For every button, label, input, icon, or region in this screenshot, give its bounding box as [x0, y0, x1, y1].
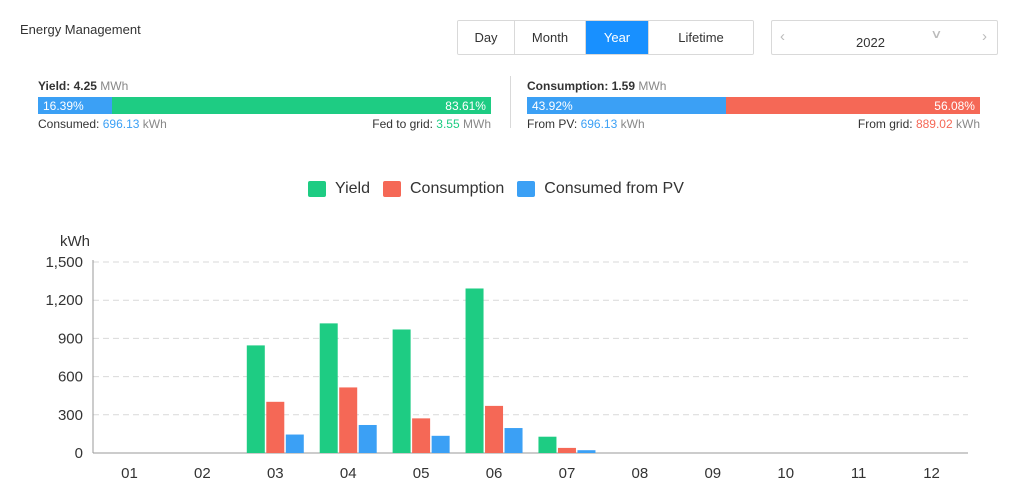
x-tick-label: 06 — [486, 465, 503, 482]
yield-unit: MWh — [100, 79, 129, 93]
consumption-grid-percent: 56.08% — [934, 98, 975, 113]
from-pv-stat: From PV: 696.13 kWh — [527, 117, 645, 131]
page-title: Energy Management — [20, 22, 141, 37]
tab-day[interactable]: Day — [458, 21, 515, 54]
legend-consumption-label: Consumption — [409, 180, 505, 197]
bar-yield-07 — [538, 436, 557, 453]
year-picker[interactable]: ‹ 2022 ∨ › — [771, 20, 998, 55]
year-value: 2022 — [856, 35, 885, 50]
fed-label: Fed to grid: — [372, 117, 433, 131]
tab-month[interactable]: Month — [515, 21, 586, 54]
bar-consumption-03 — [266, 401, 285, 453]
fed-unit: MWh — [463, 117, 491, 131]
x-tick-label: 08 — [632, 465, 649, 482]
consumption-pv-percent: 43.92% — [532, 98, 573, 113]
x-tick-label: 01 — [121, 465, 138, 482]
y-tick-label: 900 — [58, 330, 83, 347]
y-tick-label: 1,200 — [45, 292, 83, 309]
y-tick-label: 600 — [58, 369, 83, 386]
chevron-left-icon[interactable]: ‹ — [780, 28, 785, 45]
panel-divider — [510, 76, 511, 128]
tab-year[interactable]: Year — [586, 21, 649, 54]
bar-consumption-06 — [485, 405, 504, 453]
chevron-down-icon[interactable]: ∨ — [930, 27, 943, 41]
x-tick-label: 04 — [340, 465, 357, 482]
yield-consumed-segment: 16.39% — [38, 97, 113, 114]
bar-consumed-from-pv-04 — [358, 424, 377, 453]
bar-yield-04 — [319, 323, 338, 453]
fed-value: 3.55 — [436, 117, 460, 131]
y-tick-label: 0 — [75, 445, 83, 462]
yield-summary: Yield: 4.25 MWh 16.39% 83.61% Consumed: … — [38, 79, 491, 133]
from-grid-value: 889.02 — [915, 117, 953, 131]
x-tick-label: 11 — [851, 465, 867, 482]
bar-consumed-from-pv-07 — [577, 450, 596, 453]
from-grid-unit: kWh — [956, 117, 980, 131]
consumption-grid-segment: 56.08% — [725, 97, 980, 114]
from-grid-label: From grid: — [857, 117, 913, 131]
yield-heading: Yield: 4.25 MWh — [38, 79, 491, 95]
consumed-unit: kWh — [142, 117, 167, 131]
consumed-label: Consumed: — [38, 117, 100, 131]
x-tick-label: 05 — [413, 465, 430, 482]
consumption-heading: Consumption: 1.59 MWh — [527, 79, 980, 95]
x-tick-label: 12 — [923, 465, 940, 482]
legend-yield-swatch — [308, 181, 326, 197]
consumed-value: 696.13 — [102, 117, 140, 131]
yield-fed-percent: 83.61% — [445, 98, 486, 113]
consumption-label: Consumption: — [527, 79, 609, 93]
bar-consumed-from-pv-06 — [504, 428, 523, 453]
chart-legend: Yield Consumption Consumed from PV — [308, 180, 697, 198]
legend-consumption[interactable]: Consumption — [382, 180, 505, 198]
from-pv-value: 696.13 — [580, 117, 618, 131]
consumption-value: 1.59 — [611, 79, 636, 93]
legend-yield[interactable]: Yield — [308, 180, 370, 198]
bar-yield-05 — [392, 329, 411, 453]
from-pv-unit: kWh — [620, 117, 645, 131]
legend-consumed-pv-swatch — [517, 181, 536, 197]
period-tabs: Day Month Year Lifetime — [457, 20, 754, 55]
consumption-split-bar: 43.92% 56.08% — [527, 97, 980, 114]
legend-consumption-swatch — [382, 181, 401, 197]
from-pv-label: From PV: — [527, 117, 578, 131]
from-grid-stat: From grid: 889.02 kWh — [858, 117, 980, 131]
chevron-right-icon[interactable]: › — [982, 28, 987, 45]
bar-consumption-07 — [557, 447, 576, 453]
bar-consumption-05 — [412, 418, 431, 453]
x-tick-label: 03 — [267, 465, 284, 482]
bar-consumed-from-pv-03 — [285, 434, 304, 453]
x-tick-label: 07 — [559, 465, 576, 482]
yield-label: Yield: — [38, 79, 71, 93]
consumed-stat: Consumed: 696.13 kWh — [38, 117, 167, 131]
y-axis-label: kWh — [60, 233, 90, 250]
bar-yield-06 — [465, 288, 484, 453]
x-tick-label: 02 — [194, 465, 211, 482]
bar-yield-03 — [246, 345, 265, 453]
consumption-summary: Consumption: 1.59 MWh 43.92% 56.08% From… — [527, 79, 980, 133]
fed-to-grid-stat: Fed to grid: 3.55 MWh — [372, 117, 491, 131]
consumption-unit: MWh — [638, 79, 667, 93]
y-tick-label: 1,500 — [45, 254, 83, 271]
yield-fed-segment: 83.61% — [112, 97, 491, 114]
x-tick-label: 09 — [704, 465, 721, 482]
legend-yield-label: Yield — [335, 180, 370, 197]
yield-consumed-percent: 16.39% — [43, 98, 84, 113]
tab-lifetime[interactable]: Lifetime — [649, 21, 753, 54]
bar-consumption-04 — [339, 387, 358, 453]
x-tick-label: 10 — [777, 465, 794, 482]
yield-value: 4.25 — [73, 79, 97, 93]
legend-consumed-pv-label: Consumed from PV — [544, 180, 684, 197]
consumption-pv-segment: 43.92% — [527, 97, 726, 114]
legend-consumed-pv[interactable]: Consumed from PV — [517, 180, 684, 198]
yield-split-bar: 16.39% 83.61% — [38, 97, 491, 114]
bar-consumed-from-pv-05 — [431, 435, 450, 453]
y-tick-label: 300 — [58, 407, 83, 424]
